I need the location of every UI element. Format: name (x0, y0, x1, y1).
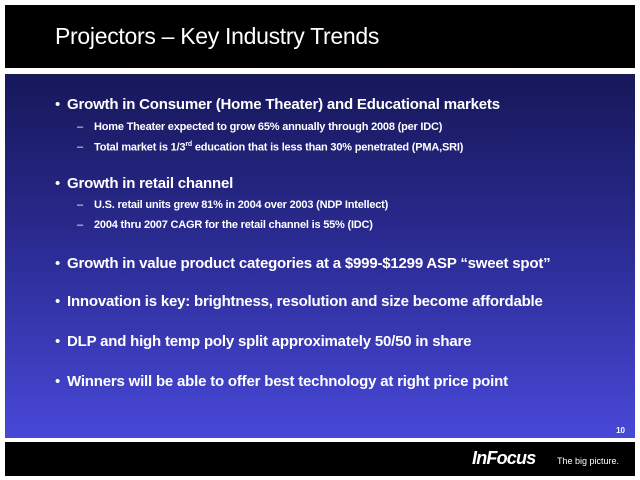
bullet-marker: • (55, 175, 61, 192)
text-run: education that is less than 30% penetrat… (191, 141, 464, 154)
sub-bullet-marker: – (77, 199, 83, 211)
slide-title: Projectors – Key Industry Trends (55, 23, 380, 49)
bullet-text: DLP and high temp poly split approximate… (67, 333, 472, 350)
bullet-marker: • (55, 333, 61, 350)
bullet-marker: • (55, 96, 61, 113)
text-run: Home Theater expected to grow 65% annual… (94, 121, 443, 133)
sub-bullet-marker: – (77, 121, 83, 133)
page-number: 10 (616, 426, 625, 435)
superscript: rd (185, 141, 192, 148)
bullet-text: Growth in Consumer (Home Theater) and Ed… (67, 96, 500, 113)
bullet-text: Growth in retail channel (67, 175, 234, 192)
sub-bullet-text: 2004 thru 2007 CAGR for the retail chann… (94, 219, 373, 231)
footer-bar: InFocus The big picture. (5, 442, 635, 476)
bullet-marker: • (55, 293, 61, 310)
bullet-text: Growth in value product categories at a … (67, 255, 551, 272)
tagline: The big picture. (557, 456, 620, 466)
sub-bullet-text: U.S. retail units grew 81% in 2004 over … (94, 199, 388, 211)
bullet-text: Innovation is key: brightness, resolutio… (67, 293, 543, 310)
text-run: 2004 thru 2007 CAGR for the retail chann… (94, 219, 373, 231)
bullet-marker: • (55, 373, 61, 390)
sub-bullet-marker: – (77, 141, 83, 153)
bullet-marker: • (55, 255, 61, 272)
text-run: U.S. retail units grew 81% in 2004 over … (94, 199, 389, 211)
text-run: Total market is 1/3 (94, 141, 186, 154)
sub-bullet-text: Home Theater expected to grow 65% annual… (94, 121, 442, 133)
sub-bullet-text: Total market is 1/3rd education that is … (94, 141, 463, 154)
bullet-text: Winners will be able to offer best techn… (67, 373, 508, 390)
content-area: 10 • Growth in Consumer (Home Theater) an… (5, 74, 635, 438)
title-bar: Projectors – Key Industry Trends (5, 5, 635, 68)
sub-bullet-marker: – (77, 219, 83, 231)
logo: InFocus (472, 448, 536, 468)
